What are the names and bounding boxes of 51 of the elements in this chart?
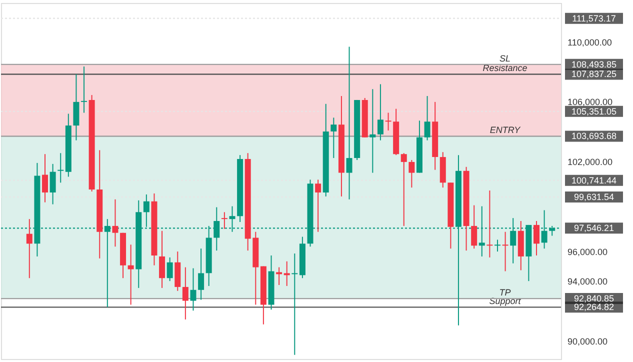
candlestick (486, 190, 493, 258)
candlestick (315, 179, 322, 232)
candlestick (182, 266, 188, 320)
y-tick-label: 96,000.00 (568, 246, 608, 257)
candlestick (284, 260, 290, 286)
candlestick (73, 74, 80, 141)
candlestick (370, 88, 376, 174)
candlestick (330, 117, 337, 159)
candlestick (159, 230, 166, 288)
candlestick (400, 152, 407, 226)
candlestick (112, 198, 118, 248)
y-tick-label: 110,000.00 (568, 37, 612, 48)
ref-line-label: Resistance (482, 63, 528, 74)
text: 105,351.05 (571, 106, 617, 116)
candlestick (494, 239, 500, 252)
y-tick-label: 90,000.00 (568, 336, 608, 347)
candlestick (166, 256, 173, 282)
candlestick (471, 204, 478, 250)
candlestick (128, 244, 134, 306)
candlestick (58, 152, 64, 184)
candlestick (42, 154, 48, 203)
candlestick (198, 248, 204, 300)
candlestick (424, 96, 430, 141)
text: 92,264.82 (574, 302, 614, 312)
text: 100,741.44 (571, 175, 617, 186)
text: 92,840.85 (574, 294, 614, 304)
candlestick (81, 66, 88, 114)
ref-line-label: SL (499, 53, 511, 64)
y-tick-label: 102,000.00 (568, 157, 613, 168)
text: 103,693.68 (571, 131, 617, 142)
candlestick (377, 84, 384, 141)
candlestick (533, 220, 540, 256)
candlestick (346, 46, 352, 200)
candlestick (50, 163, 56, 205)
candlestick (408, 160, 415, 188)
text: 99,631.54 (574, 192, 614, 202)
candlestick (276, 266, 282, 286)
text: 97,546.21 (574, 223, 614, 234)
candlestick (385, 112, 392, 131)
candlestick (221, 212, 228, 230)
ref-line-label: TP (499, 288, 511, 298)
candlestick (502, 231, 508, 272)
text: 111,573.17 (572, 13, 616, 24)
text: 107,837.25 (571, 69, 617, 80)
text: 108,493.85 (571, 59, 617, 70)
y-tick-label: 94,000.00 (568, 276, 608, 287)
candlestick (26, 218, 32, 279)
candlestick (292, 253, 298, 356)
candlestick (190, 268, 196, 312)
y-tick-label: 106,000.00 (568, 97, 613, 108)
ref-line-label: ENTRY (490, 125, 522, 136)
